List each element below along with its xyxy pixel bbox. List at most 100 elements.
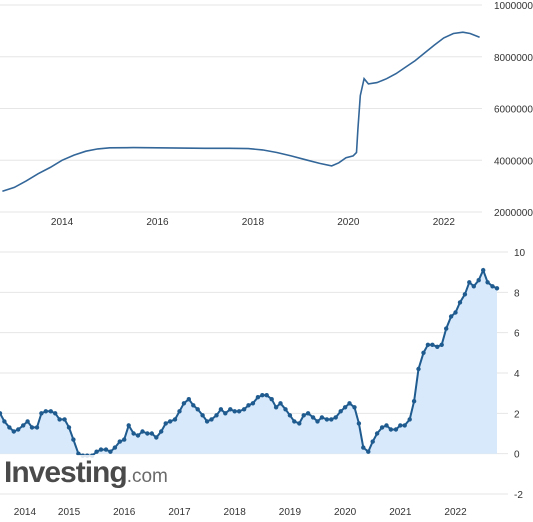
chart2-data-point [310, 415, 316, 420]
chart2-data-point [297, 421, 302, 426]
chart2-data-point [7, 425, 12, 430]
chart-inflation-rate: 2014 2015 2016 2017 2018 2019 2020 2021 2022 10 8… [0, 248, 526, 518]
chart2-data-point [177, 409, 182, 414]
chart1-x-tick-label: 2014 [51, 217, 74, 228]
chart2-x-tick-label: 2022 [444, 507, 467, 518]
chart2-data-point [48, 409, 53, 414]
chart1-y-tick-label: 4000000 [494, 156, 533, 167]
chart2-data-point [172, 417, 178, 422]
chart2-data-point [11, 429, 16, 434]
chart2-data-point [273, 405, 279, 410]
chart2-data-point [163, 421, 168, 426]
chart2-data-point [71, 437, 76, 442]
chart2-data-point [448, 314, 454, 319]
chart2-y-tick-label: 6 [514, 329, 520, 340]
chart2-data-point [103, 447, 109, 452]
chart2-data-point [324, 417, 330, 422]
chart2-data-point [204, 419, 210, 424]
chart2-data-point [255, 395, 261, 400]
chart2-x-tick-label: 2018 [224, 507, 247, 518]
chart2-data-point [29, 425, 35, 430]
chart2-data-point [145, 431, 150, 436]
chart2-x-tick-label: 2017 [168, 507, 191, 518]
chart1-gridlines [0, 4, 482, 213]
chart2-data-point [402, 423, 407, 428]
chart2-data-point [338, 409, 343, 414]
chart2-data-point [366, 449, 371, 454]
chart2-data-point [34, 425, 40, 430]
chart2-data-point [94, 449, 99, 454]
chart2-data-point [16, 427, 21, 432]
chart1-x-tick-label: 2022 [433, 217, 456, 228]
chart2-data-points [0, 268, 500, 458]
chart2-data-point [315, 419, 320, 424]
chart1-x-tick-label: 2020 [337, 217, 360, 228]
chart2-x-tick-label: 2019 [279, 507, 302, 518]
chart2-data-point [278, 401, 283, 406]
chart2-data-point [342, 405, 348, 410]
chart2-data-point [112, 445, 118, 450]
chart2-data-point [457, 300, 463, 305]
chart1-y-tick-label: 2000000 [494, 208, 533, 219]
chart2-y-tick-label: 0 [514, 450, 520, 461]
chart2-data-point [122, 437, 127, 442]
chart2-data-point [393, 427, 399, 432]
chart2-data-point [135, 433, 141, 438]
chart2-data-point [356, 421, 362, 426]
chart2-data-point [223, 411, 228, 416]
chart2-data-point [407, 417, 412, 422]
chart2-data-point [388, 427, 394, 432]
chart2-data-point [430, 342, 435, 347]
chart2-data-point [453, 310, 458, 315]
chart2-data-point [232, 409, 237, 414]
chart2-data-point [435, 344, 440, 349]
chart2-data-point [329, 417, 334, 422]
chart2-data-point [21, 423, 26, 428]
chart2-data-point [53, 411, 58, 416]
chart2-data-point [218, 407, 224, 412]
chart1-x-tick-label: 2018 [242, 217, 265, 228]
chart2-series-area [0, 270, 497, 456]
chart2-data-point [191, 403, 196, 408]
chart2-data-point [462, 292, 468, 297]
chart2-x-tick-label: 2015 [58, 507, 81, 518]
chart2-data-point [214, 413, 219, 418]
chart2-data-point [126, 423, 131, 428]
chart2-data-point [481, 268, 486, 273]
chart2-data-point [471, 284, 476, 289]
chart2-x-tick-label: 2014 [14, 507, 37, 518]
chart2-data-point [467, 280, 472, 285]
chart2-data-point [159, 429, 164, 434]
chart2-data-point [43, 409, 48, 414]
chart2-data-point [444, 326, 449, 331]
chart1-y-axis: 10000000 8000000 6000000 4000000 2000000 [494, 1, 533, 219]
chart2-data-point [411, 399, 417, 404]
chart1-y-tick-label: 6000000 [494, 105, 533, 116]
chart2-data-point [117, 439, 123, 444]
investing-watermark: Investing.com [2, 455, 172, 491]
chart2-data-point [25, 419, 30, 424]
chart2-data-point [305, 411, 311, 416]
chart2-y-tick-label: 2 [514, 409, 520, 420]
chart2-data-point [0, 411, 3, 416]
chart2-data-point [228, 407, 233, 412]
chart-fed-balance-sheet: 2014 2016 2018 2020 2022 10000000 8000000 6000… [0, 1, 533, 228]
chart2-data-point [352, 405, 357, 410]
chart2-data-point [439, 342, 444, 347]
chart2-data-point [398, 423, 403, 428]
chart2-y-axis: 10 8 6 4 2 0 -2 [514, 248, 526, 501]
chart2-data-point [236, 409, 242, 414]
chart2-data-point [490, 284, 495, 289]
chart2-data-point [167, 419, 173, 424]
chart2-data-point [62, 417, 67, 422]
chart2-data-point [287, 413, 293, 418]
chart2-data-point [379, 425, 385, 430]
chart2-data-point [131, 431, 136, 436]
chart2-data-point [39, 411, 44, 416]
chart2-x-axis: 2014 2015 2016 2017 2018 2019 2020 2021 2022 [14, 507, 467, 518]
chart2-data-point [485, 280, 490, 285]
chart2-data-point [384, 423, 389, 428]
chart1-x-tick-label: 2016 [146, 217, 169, 228]
chart2-data-point [246, 403, 251, 408]
chart2-data-point [250, 401, 256, 406]
